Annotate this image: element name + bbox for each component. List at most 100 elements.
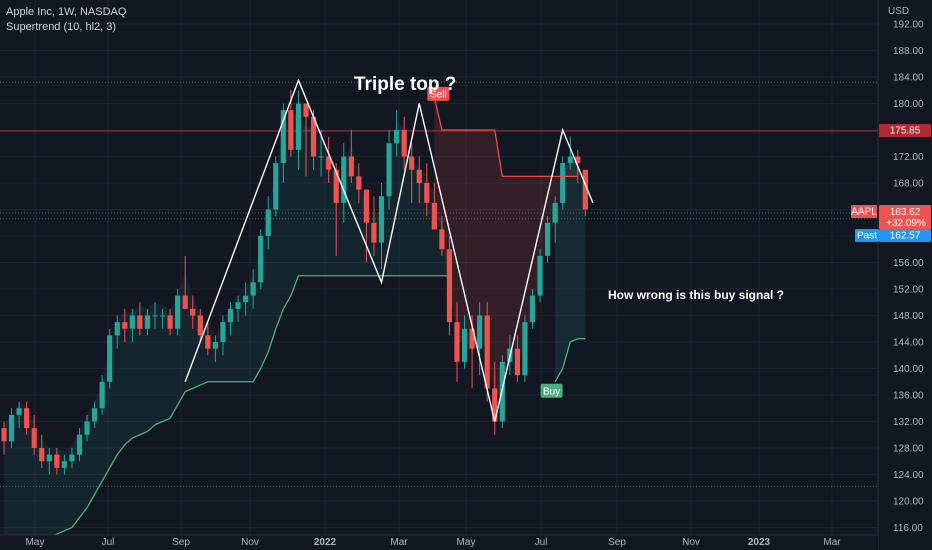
price-tick-label: 148.00 [893, 311, 924, 322]
supertrend-lines [22, 96, 586, 550]
candle-body [424, 183, 430, 203]
candle-body [92, 408, 98, 422]
price-tick-label: 144.00 [893, 338, 924, 349]
candle-body [265, 209, 271, 236]
candle-body [439, 229, 445, 250]
candle-body [190, 308, 196, 316]
candle-body [1, 428, 7, 442]
candle-body [212, 342, 218, 349]
candle-body [333, 169, 339, 203]
time-tick-label: Sep [608, 537, 626, 548]
candle-body [159, 315, 166, 317]
candle-body [545, 222, 551, 256]
indicator-legend[interactable]: Supertrend (10, hl2, 3) [6, 21, 117, 33]
candle-body [54, 454, 60, 468]
triple-top-pattern-line [184, 78, 594, 422]
candle-body [378, 196, 385, 243]
candle-body [431, 202, 437, 230]
symbol-badge-bg [851, 205, 877, 218]
time-tick-label: Mar [823, 537, 841, 548]
candle-body [197, 315, 203, 336]
candle-body [409, 156, 415, 170]
candle-body [295, 103, 302, 150]
candle-body [575, 156, 581, 164]
candle-body [258, 236, 264, 283]
supertrend-up-line [22, 275, 450, 550]
supertrend-fills [4, 96, 586, 550]
candle-body [461, 328, 468, 362]
past-price-badge: 162.57 [890, 231, 921, 242]
candle-body [220, 322, 226, 342]
supertrend-up-fill [4, 110, 450, 550]
time-tick-label: 2022 [314, 537, 337, 548]
time-tick-label: Jul [535, 537, 548, 548]
price-tick-label: 128.00 [893, 444, 924, 455]
supertrend-down-line [433, 96, 578, 178]
candle-body [454, 322, 460, 362]
candle-body [114, 322, 120, 336]
candle-body [484, 315, 490, 389]
price-tick-label: 152.00 [893, 285, 924, 296]
resistance-price-badge-bg [879, 123, 931, 137]
candle-body [137, 315, 143, 329]
candle-body [273, 163, 279, 210]
candle-body [552, 202, 558, 223]
candle-body [227, 308, 234, 323]
price-tick-label: 132.00 [893, 417, 924, 428]
price-tick-label: 140.00 [893, 364, 924, 375]
candle-body [363, 189, 369, 223]
candle-body [348, 156, 354, 177]
past-label-badge-bg [855, 229, 879, 242]
last-price-badge-bg [879, 205, 931, 229]
candle-body [46, 454, 52, 462]
price-tick-label: 116.00 [893, 523, 923, 534]
candle-body [175, 295, 181, 329]
price-tick-label: 120.00 [893, 497, 924, 508]
past-price-badge-bg [879, 229, 931, 242]
price-badges: 175.85 163.62+32.09% AAPL 162.57 Past [851, 123, 931, 242]
last-price-badge: 163.62 [890, 207, 921, 218]
candle-body [341, 156, 347, 203]
candle-body [243, 295, 249, 303]
symbol-legend[interactable]: Apple Inc, 1W, NASDAQ [6, 6, 127, 18]
candle-body [529, 295, 536, 323]
candle-body [122, 322, 128, 329]
time-tick-label: Jul [102, 537, 115, 548]
price-tick-label: 136.00 [893, 391, 924, 402]
candle-body [567, 156, 573, 164]
candle-body [167, 315, 173, 329]
candle-body [310, 116, 317, 157]
candle-body [514, 348, 520, 376]
sell-signal-label: Sell [430, 89, 447, 100]
grid-lines [0, 0, 878, 535]
candle-body [152, 315, 158, 317]
price-change-label: +32.09% [886, 218, 926, 229]
candle-body [401, 130, 407, 157]
price-tick-label: 124.00 [893, 470, 924, 481]
pattern-polyline [184, 78, 594, 422]
price-tick-label: 168.00 [893, 179, 924, 190]
triple-top-annotation: Triple top ? [354, 74, 457, 95]
price-tick-label: 172.00 [893, 152, 924, 163]
candle-body [250, 282, 256, 296]
past-label-badge: Past [857, 231, 877, 242]
candle-body [144, 315, 151, 329]
candle-body [8, 414, 15, 442]
candle-body [24, 408, 30, 429]
candle-body [16, 408, 22, 415]
candle-body [182, 295, 188, 309]
candle-body [107, 335, 113, 382]
chart-legend: Apple Inc, 1W, NASDAQ Supertrend (10, hl… [6, 5, 126, 35]
candle-body [318, 156, 324, 158]
price-tick-label: 184.00 [893, 73, 924, 84]
buy-signal-badge [540, 383, 563, 398]
sell-signal-badge [427, 86, 450, 101]
candle-body [84, 421, 90, 435]
price-tick-label: 156.00 [893, 258, 924, 269]
price-axis-bg [878, 0, 932, 550]
candle-body [39, 448, 45, 462]
candle-body [386, 143, 392, 197]
candle-body [31, 428, 37, 448]
